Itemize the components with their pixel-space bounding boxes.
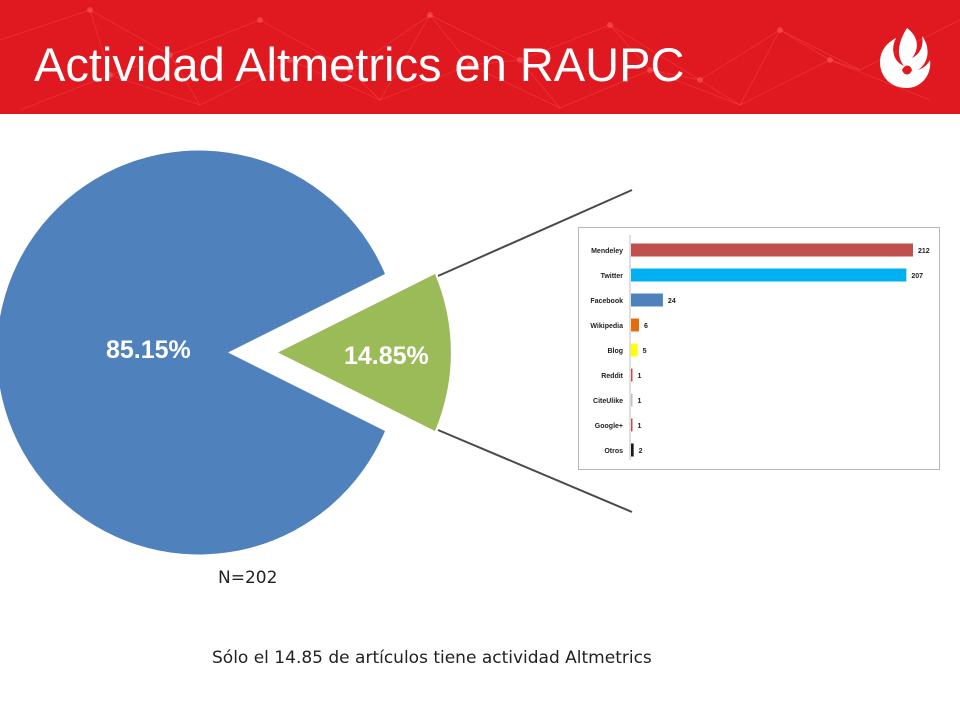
sample-size-label: N=202 — [218, 568, 278, 588]
bar-category-label-blog: Blog — [607, 348, 623, 355]
pie-slice-main — [0, 150, 385, 555]
pie-slice-exploded — [278, 274, 451, 431]
bar-twitter — [631, 268, 907, 282]
bar-value-label-wikipedia: 6 — [644, 323, 648, 330]
bar-value-label-reddit: 1 — [638, 373, 642, 380]
slide-header: Actividad Altmetrics en RAUPC — [0, 0, 960, 114]
connector-line-top — [437, 189, 633, 277]
bar-category-label-citeulike: CiteUlike — [593, 398, 623, 405]
bar-value-label-blog: 5 — [643, 348, 647, 355]
bar-value-label-otros: 2 — [639, 448, 643, 455]
bar-reddit — [631, 368, 633, 382]
bar-category-label-facebook: Facebook — [590, 298, 623, 305]
pie-label-exploded: 14.85% — [344, 342, 429, 370]
header-network-pattern — [0, 7, 960, 111]
bar-value-label-mendeley: 212 — [918, 248, 930, 255]
bar-value-label-citeulike: 1 — [638, 398, 642, 405]
bar-chart-panel: Mendeley 212 Twitter 207 Facebook 24 Wikipedia… — [578, 227, 940, 470]
bar-citeulike — [631, 393, 633, 407]
slide-caption: Sólo el 14.85 de artículos tiene activid… — [212, 648, 652, 668]
bar-value-label-facebook: 24 — [668, 298, 676, 305]
bar-otros — [631, 443, 634, 457]
bar-category-label-twitter: Twitter — [601, 273, 624, 280]
bar-blog — [631, 343, 638, 357]
bar-category-label-google-: Google+ — [595, 423, 623, 430]
connector-line-bottom — [437, 429, 633, 513]
pie-chart: 85.15% 14.85% — [0, 150, 633, 555]
bar-category-label-wikipedia: Wikipedia — [590, 323, 623, 330]
bar-value-label-google-: 1 — [638, 423, 642, 430]
bar-wikipedia — [631, 318, 639, 332]
bar-group: Mendeley 212 Twitter 207 Facebook 24 Wikipedia… — [590, 243, 930, 457]
bar-category-label-reddit: Reddit — [601, 373, 623, 380]
upc-logo — [880, 28, 931, 88]
bar-category-label-otros: Otros — [604, 448, 623, 455]
bar-category-label-mendeley: Mendeley — [591, 248, 623, 255]
bar-mendeley — [631, 243, 913, 257]
pie-label-main: 85.15% — [106, 336, 191, 364]
bar-facebook — [631, 293, 663, 307]
bar-google- — [631, 418, 633, 432]
slide-title: Actividad Altmetrics en RAUPC — [34, 38, 685, 91]
bar-value-label-twitter: 207 — [911, 273, 923, 280]
bar-chart: Mendeley 212 Twitter 207 Facebook 24 Wikipedia… — [590, 235, 930, 460]
